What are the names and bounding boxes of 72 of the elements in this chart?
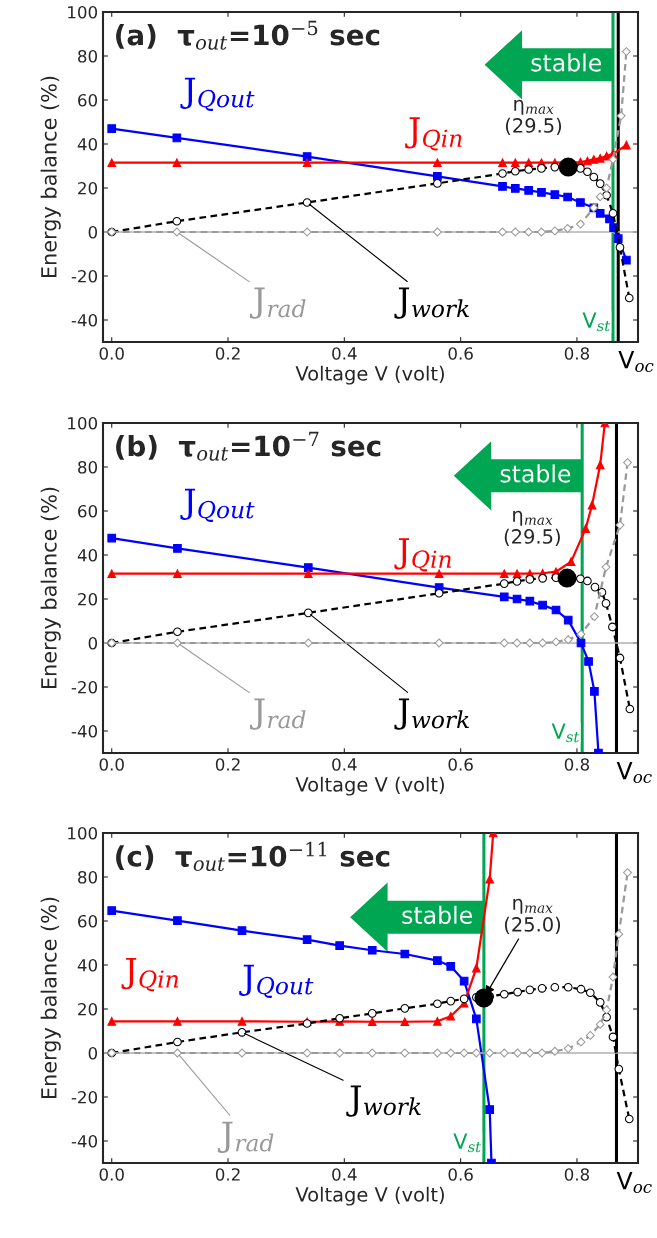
y-tick-label: 0 (88, 636, 98, 650)
y-tick-label: 80 (78, 49, 98, 63)
ref-line-label: V$_{st}$ (551, 723, 580, 743)
y-axis-title: Energy balance (%) (40, 487, 61, 689)
x-tick-label: 0.4 (332, 758, 357, 771)
annotation: η$_{max}$ (29.5) (505, 99, 562, 136)
y-axis-title: Energy balance (%) (40, 76, 61, 278)
x-tick-label: 0.2 (215, 347, 240, 360)
x-tick-label: 0.2 (215, 1168, 240, 1181)
y-tick-label: -20 (71, 680, 98, 694)
chart-title: (a) τ$_{out}$=10$^{−5}$ sec (116, 20, 380, 50)
chart-title: (b) τ$_{out}$=10$^{−7}$ sec (116, 431, 381, 461)
x-tick-label: 0.0 (99, 347, 124, 360)
y-tick-label: 60 (78, 504, 98, 518)
y-axis-title: Energy balance (%) (40, 897, 61, 1099)
y-tick-label: 60 (78, 93, 98, 107)
y-tick-label: -20 (71, 269, 98, 283)
x-tick-label: 0.6 (448, 1168, 473, 1181)
x-axis-title: Voltage V (volt) (295, 776, 444, 796)
y-tick-label: 40 (77, 137, 98, 151)
x-tick-label: 0.0 (99, 758, 124, 771)
series-label: J$_{Qout}$ (180, 77, 255, 111)
y-tick-label: 100 (68, 416, 98, 430)
x-tick-label: 0.6 (448, 758, 473, 771)
x-axis-title: Voltage V (volt) (295, 1186, 444, 1206)
y-tick-label: 100 (68, 826, 98, 840)
text: J$_{work}$ (394, 287, 469, 319)
y-tick-label: 0 (88, 225, 98, 239)
text: J$_{work}$ (394, 698, 469, 730)
x-tick-label: 0.0 (99, 1168, 124, 1181)
y-tick-label: -40 (71, 1134, 98, 1148)
y-tick-label: -40 (71, 313, 98, 327)
y-tick-label: 20 (78, 181, 98, 195)
y-tick-label: 40 (77, 958, 98, 972)
y-tick-label: 20 (78, 1002, 98, 1016)
ref-line-label: V$_{oc}$ (616, 1171, 652, 1194)
series-label: J$_{rad}$ (250, 698, 306, 730)
annotation: η$_{max}$ (29.5) (504, 510, 560, 547)
y-tick-label: 80 (78, 460, 98, 474)
series-label: J$_{work}$ (346, 1085, 421, 1117)
x-tick-label: 0.8 (564, 347, 590, 360)
x-tick-label: 0.8 (564, 758, 590, 771)
y-tick-label: 100 (68, 5, 98, 19)
y-tick-label: 0 (88, 1046, 98, 1060)
x-tick-label: 0.4 (332, 347, 357, 360)
annotation: η$_{max}$ (25.0) (504, 898, 561, 935)
series-label: J$_{Qin}$ (121, 958, 179, 992)
annotation: stable (500, 464, 571, 483)
legend-label: J$_{rad}$ (217, 1121, 274, 1153)
x-axis-title: Voltage V (volt) (295, 365, 444, 385)
series-label: J$_{Qin}$ (405, 117, 462, 151)
y-tick-label: -40 (71, 724, 98, 738)
y-tick-label: 20 (78, 592, 98, 606)
series-label: J$_{rad}$ (250, 287, 306, 319)
annotation: stable (531, 53, 602, 72)
x-tick-label: 0.6 (448, 347, 473, 360)
series-label: J$_{Qout}$ (239, 964, 314, 998)
y-tick-label: -20 (71, 1090, 98, 1104)
x-tick-label: 0.2 (215, 758, 240, 771)
ref-line-label: V$_{oc}$ (616, 761, 652, 784)
annotation: stable (402, 905, 472, 924)
y-tick-label: 60 (78, 914, 98, 928)
series-label: J$_{Qin}$ (394, 538, 451, 572)
ref-line-label: V$_{st}$ (582, 312, 611, 332)
y-tick-label: 80 (78, 870, 98, 884)
y-tick-label: 40 (77, 548, 98, 562)
ref-line-label: V$_{st}$ (453, 1133, 482, 1153)
x-tick-label: 0.8 (564, 1168, 590, 1181)
x-tick-label: 0.4 (332, 1168, 357, 1181)
series-label: J$_{Qout}$ (180, 488, 255, 522)
chart-title: (c) τ$_{out}$=10$^{−11}$ sec (116, 841, 390, 871)
ref-line-label: V$_{oc}$ (618, 350, 654, 373)
